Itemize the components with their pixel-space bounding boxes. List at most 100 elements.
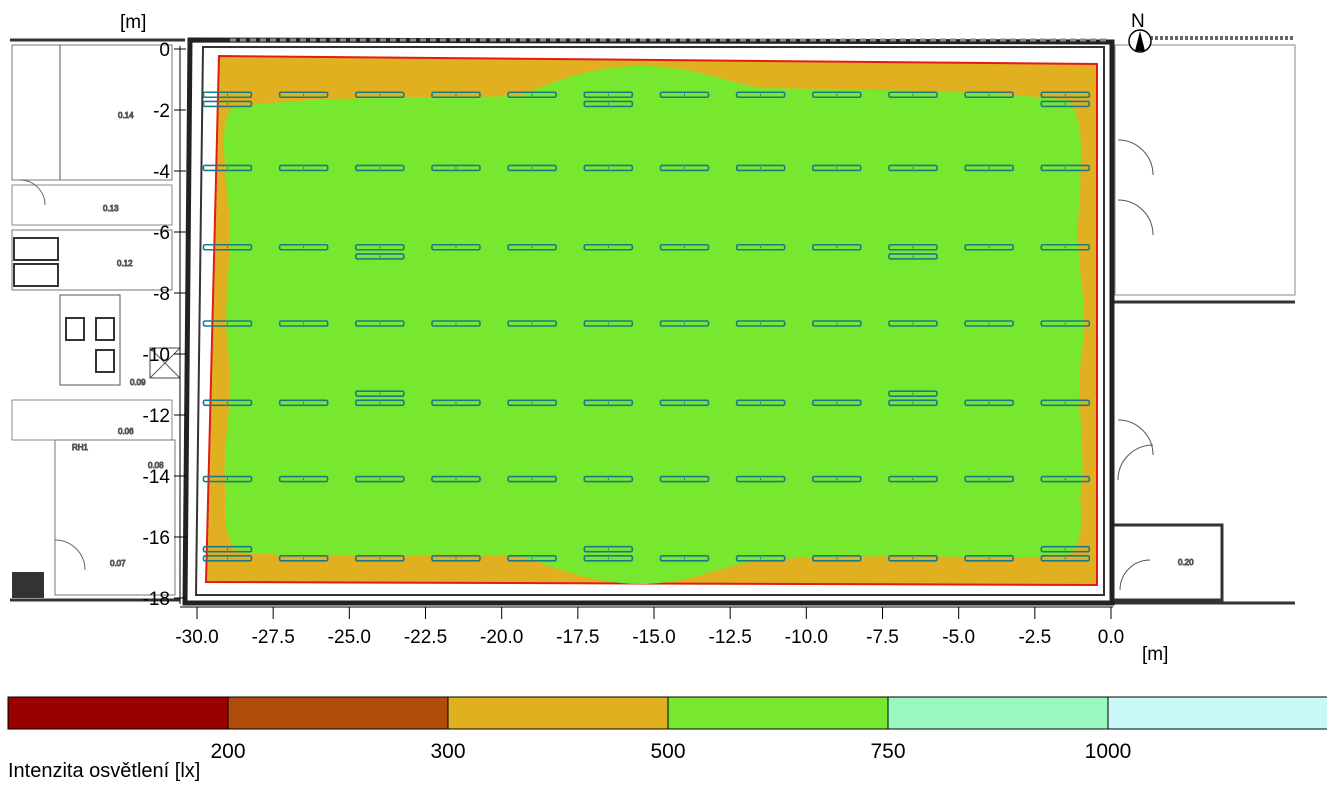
luminaire bbox=[964, 399, 1014, 407]
luminaire bbox=[354, 91, 405, 99]
legend-swatch bbox=[667, 696, 889, 730]
luminaire bbox=[1040, 555, 1091, 562]
room-label-0-08: 0.08 bbox=[148, 461, 164, 470]
x-tick-label: -27.5 bbox=[252, 627, 295, 648]
luminaire bbox=[1040, 320, 1091, 327]
x-tick-label: -12.5 bbox=[709, 627, 752, 648]
luminaire bbox=[888, 390, 938, 397]
y-tick-label: -2 bbox=[153, 101, 170, 122]
luminaire bbox=[811, 475, 862, 483]
luminaire bbox=[278, 399, 329, 407]
luminaire bbox=[507, 91, 557, 99]
room-label-0-14: 0.14 bbox=[118, 111, 134, 120]
luminaire bbox=[202, 555, 253, 562]
luminaire bbox=[354, 253, 405, 260]
luminaire bbox=[735, 243, 786, 251]
luminaire bbox=[202, 475, 253, 483]
y-tick-label: 0 bbox=[159, 40, 170, 61]
y-axis: 0 -2 -4 -6 -8 -10 -12 -14 -16 -18 bbox=[143, 40, 186, 610]
north-label: N bbox=[1131, 11, 1145, 32]
room-label-0-20: 0.20 bbox=[1178, 558, 1194, 567]
luminaire bbox=[278, 475, 329, 483]
luminaire bbox=[964, 475, 1014, 483]
luminaire bbox=[1040, 164, 1091, 172]
legend-swatch bbox=[1107, 696, 1327, 730]
room-label-0-12: 0.12 bbox=[117, 259, 133, 268]
hall-walls bbox=[182, 37, 1115, 606]
legend-swatch bbox=[447, 696, 669, 730]
luminaire bbox=[583, 320, 634, 327]
room-label-0-09: 0.09 bbox=[130, 378, 146, 387]
luminaire bbox=[1040, 243, 1091, 251]
luminaire bbox=[735, 399, 786, 407]
luminaire bbox=[202, 399, 253, 407]
luminaire bbox=[964, 91, 1014, 99]
y-tick-label: -10 bbox=[143, 345, 170, 366]
x-tick-label: -10.0 bbox=[785, 627, 828, 648]
luminaire bbox=[278, 320, 329, 327]
x-tick-label: -17.5 bbox=[556, 627, 599, 648]
illuminance-legend: 200 300 500 750 1000 bbox=[7, 696, 1327, 763]
x-tick-label: -7.5 bbox=[866, 627, 899, 648]
luminaire bbox=[202, 91, 253, 99]
y-tick-label: -12 bbox=[143, 406, 170, 427]
luminaire bbox=[964, 164, 1014, 172]
luminaire bbox=[278, 555, 329, 562]
luminaire bbox=[811, 243, 862, 251]
x-tick-label: -25.0 bbox=[328, 627, 371, 648]
luminaire bbox=[431, 243, 481, 251]
luminaire bbox=[431, 164, 481, 172]
luminaire bbox=[1040, 475, 1091, 483]
luminaire bbox=[354, 243, 405, 251]
x-tick-label: -30.0 bbox=[175, 627, 218, 648]
luminaire bbox=[659, 399, 710, 407]
luminaire bbox=[888, 164, 938, 172]
y-tick-label: -6 bbox=[153, 223, 170, 244]
y-tick-label: -8 bbox=[153, 284, 170, 305]
legend-caption: Intenzita osvětlení [lx] bbox=[8, 760, 201, 782]
legend-threshold-label: 750 bbox=[870, 740, 905, 763]
luminaire bbox=[354, 390, 405, 397]
luminaire bbox=[735, 320, 786, 327]
luminaire bbox=[583, 475, 634, 483]
x-tick-label: -20.0 bbox=[480, 627, 523, 648]
x-tick-label: -15.0 bbox=[632, 627, 675, 648]
legend-threshold-label: 1000 bbox=[1085, 740, 1132, 763]
luminaire bbox=[1040, 545, 1091, 553]
legend-threshold-label: 500 bbox=[650, 740, 685, 763]
north-arrow-icon bbox=[1128, 29, 1152, 53]
luminaire bbox=[431, 399, 481, 407]
luminaire bbox=[811, 555, 862, 562]
luminaire bbox=[888, 243, 938, 251]
luminaire bbox=[888, 253, 938, 260]
luminaire bbox=[431, 320, 481, 327]
x-axis-unit-label: [m] bbox=[1142, 644, 1168, 665]
luminaire bbox=[735, 91, 786, 99]
luminaire bbox=[507, 243, 557, 251]
legend-threshold-label: 300 bbox=[430, 740, 465, 763]
luminaire bbox=[735, 475, 786, 483]
y-axis-unit-label: [m] bbox=[120, 12, 146, 33]
luminaire bbox=[507, 399, 557, 407]
luminaire bbox=[507, 164, 557, 172]
luminaire bbox=[659, 555, 710, 562]
luminaire bbox=[888, 475, 938, 483]
legend-swatch bbox=[887, 696, 1109, 730]
luminaire bbox=[583, 91, 634, 99]
x-tick-label: 0.0 bbox=[1098, 627, 1124, 648]
luminaire bbox=[811, 320, 862, 327]
luminaire bbox=[964, 555, 1014, 562]
luminaire bbox=[354, 475, 405, 483]
room-label-0-13: 0.13 bbox=[103, 204, 119, 213]
luminaire bbox=[583, 243, 634, 251]
room-label-0-07: 0.07 bbox=[110, 559, 126, 568]
luminaire bbox=[1040, 399, 1091, 407]
luminaire bbox=[202, 545, 253, 553]
luminaire bbox=[659, 91, 710, 99]
luminaire bbox=[583, 399, 634, 407]
luminaire bbox=[507, 320, 557, 327]
x-tick-label: -5.0 bbox=[942, 627, 975, 648]
luminaire bbox=[278, 164, 329, 172]
y-tick-label: -16 bbox=[143, 528, 170, 549]
